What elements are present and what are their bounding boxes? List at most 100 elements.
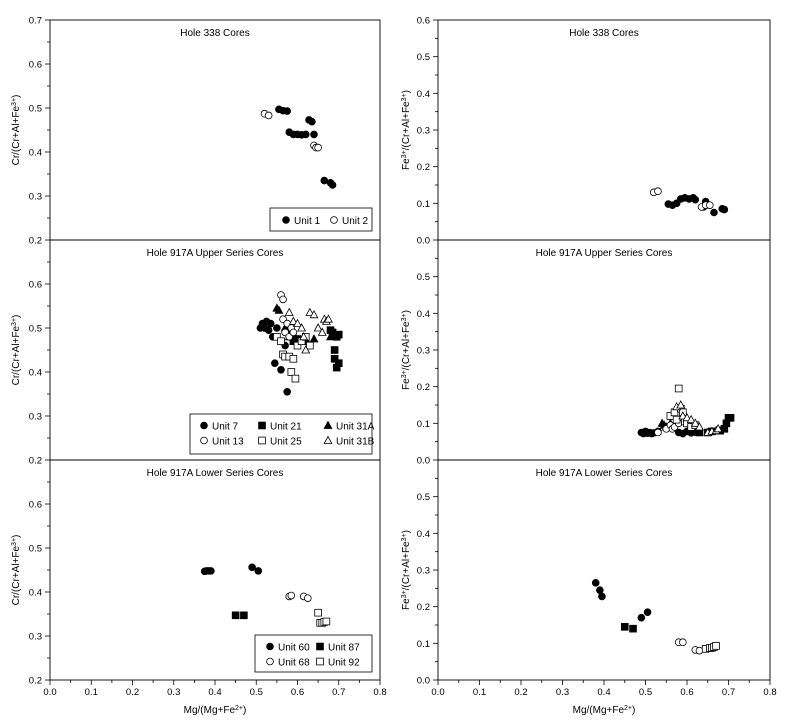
legend-label: Unit 7 (212, 422, 239, 433)
data-point (207, 567, 215, 575)
y-axis-title-group: Fe3+/(Cr+Al+Fe3+) (401, 310, 413, 390)
data-point (654, 187, 662, 196)
data-point (686, 414, 696, 424)
y-tick-label: 0.7 (29, 16, 42, 27)
data-point (231, 611, 240, 620)
y-tick-label: 0.3 (417, 346, 430, 357)
y-tick-label: 0.3 (417, 126, 430, 137)
y-axis-title: Fe3+/(Cr+Al+Fe3+) (401, 90, 413, 170)
data-point (305, 307, 315, 317)
data-point (720, 205, 729, 214)
legend-label: Unit 21 (270, 422, 302, 433)
data-point (706, 201, 714, 209)
y-tick-label: 0.4 (29, 588, 42, 599)
data-point (713, 423, 723, 433)
data-point (293, 341, 302, 350)
data-point (240, 611, 248, 620)
data-point (637, 613, 646, 622)
chart-panel-1: 0.2 0.3 0.4 0.5 0.6 0.7 Hole 338 Cores Cr/(Cr+A… (11, 16, 381, 247)
x-tick-label: 0.1 (85, 687, 98, 698)
data-point (676, 400, 686, 409)
legend-label: Unit 60 (278, 643, 310, 654)
data-point (710, 208, 718, 217)
y-axis-title-group: Cr/(Cr+Al+Fe3+) (11, 95, 23, 166)
y-tick-label: 0.1 (417, 419, 430, 430)
data-point (299, 331, 309, 341)
data-point (277, 337, 285, 345)
data-point (283, 387, 291, 396)
data-point (314, 608, 322, 617)
y-tick-label: 0.4 (417, 89, 430, 100)
data-point (672, 415, 681, 424)
data-point (313, 323, 323, 332)
y-tick-label: 0.0 (417, 456, 430, 467)
series-unit-68 (674, 638, 704, 655)
legend-marker (316, 642, 324, 651)
y-tick-label: 0.4 (29, 368, 42, 379)
series-unit-13 (277, 291, 298, 341)
series-unit-92 (314, 608, 331, 627)
data-point (330, 346, 339, 354)
x-tick-label: 0.0 (43, 687, 56, 698)
y-tick-label: 0.2 (29, 456, 42, 467)
series-unit-13 (654, 419, 683, 437)
legend-box (254, 634, 373, 673)
x-tick-label: 0.5 (639, 687, 652, 698)
y-tick-label: 0.4 (417, 309, 430, 320)
y-tick-label: 0.3 (29, 192, 42, 203)
y-tick-label: 0.1 (417, 199, 430, 210)
y-axis-title-group: Fe3+/(Cr+Al+Fe3+) (401, 90, 413, 170)
data-point (334, 330, 343, 339)
data-point (328, 181, 337, 189)
y-tick-label: 0.5 (29, 544, 42, 555)
data-point (334, 359, 343, 367)
legend-marker (282, 216, 290, 224)
data-point (712, 642, 720, 650)
data-point (248, 563, 256, 572)
data-point (596, 586, 604, 594)
legend-box (189, 413, 373, 455)
series-unit-2 (260, 109, 322, 152)
y-axis-title-group: Cr/(Cr+Al+Fe3+) (11, 535, 23, 606)
y-tick-label: 0.6 (29, 60, 42, 71)
legend-label: Unit 1 (294, 216, 321, 227)
y-tick-label: 0.6 (29, 280, 42, 291)
y-tick-label: 0.5 (417, 272, 430, 283)
y-tick-label: 0.5 (417, 492, 430, 503)
legend: Unit 60 Unit 87 Unit 68 Unit 92 (254, 634, 373, 673)
data-point (289, 354, 298, 363)
data-point (629, 624, 637, 633)
legend-marker (200, 436, 208, 445)
series-unit-92 (701, 642, 720, 653)
panel-title: Hole 917A Lower Series Cores (536, 468, 673, 479)
data-point (310, 130, 318, 139)
y-tick-label: 0.1 (417, 639, 430, 650)
data-point (317, 327, 327, 336)
data-point (674, 384, 683, 393)
data-point (308, 117, 316, 126)
data-point (304, 594, 312, 602)
data-point (279, 295, 287, 304)
x-tick-label: 0.7 (332, 687, 345, 698)
data-point (264, 111, 273, 120)
data-point (273, 324, 281, 332)
data-point (288, 316, 298, 325)
chart-panel-3: 0.2 0.3 0.4 0.5 0.6 0.0 0.1 0.2 0.3 0.4 0.5 0.6 0.7 0… (11, 459, 387, 716)
x-tick-label: 0.6 (680, 687, 693, 698)
y-axis-title: Cr/(Cr+Al+Fe3+) (11, 315, 23, 386)
x-tick-label: 0.4 (597, 687, 610, 698)
y-axis-title: Fe3+/(Cr+Al+Fe3+) (401, 530, 413, 610)
legend-marker (258, 421, 266, 430)
x-tick-label: 0.3 (167, 687, 180, 698)
legend-marker (323, 420, 333, 429)
legend-marker (266, 657, 274, 666)
legend-marker (258, 436, 266, 445)
legend-label: Unit 2 (342, 216, 369, 227)
series-unit-60 (200, 563, 263, 576)
data-point (620, 623, 629, 631)
legend: Unit 1 Unit 2 (269, 207, 373, 232)
y-tick-label: 0.6 (417, 16, 430, 27)
y-tick-label: 0.2 (417, 162, 430, 173)
data-point (643, 608, 652, 616)
